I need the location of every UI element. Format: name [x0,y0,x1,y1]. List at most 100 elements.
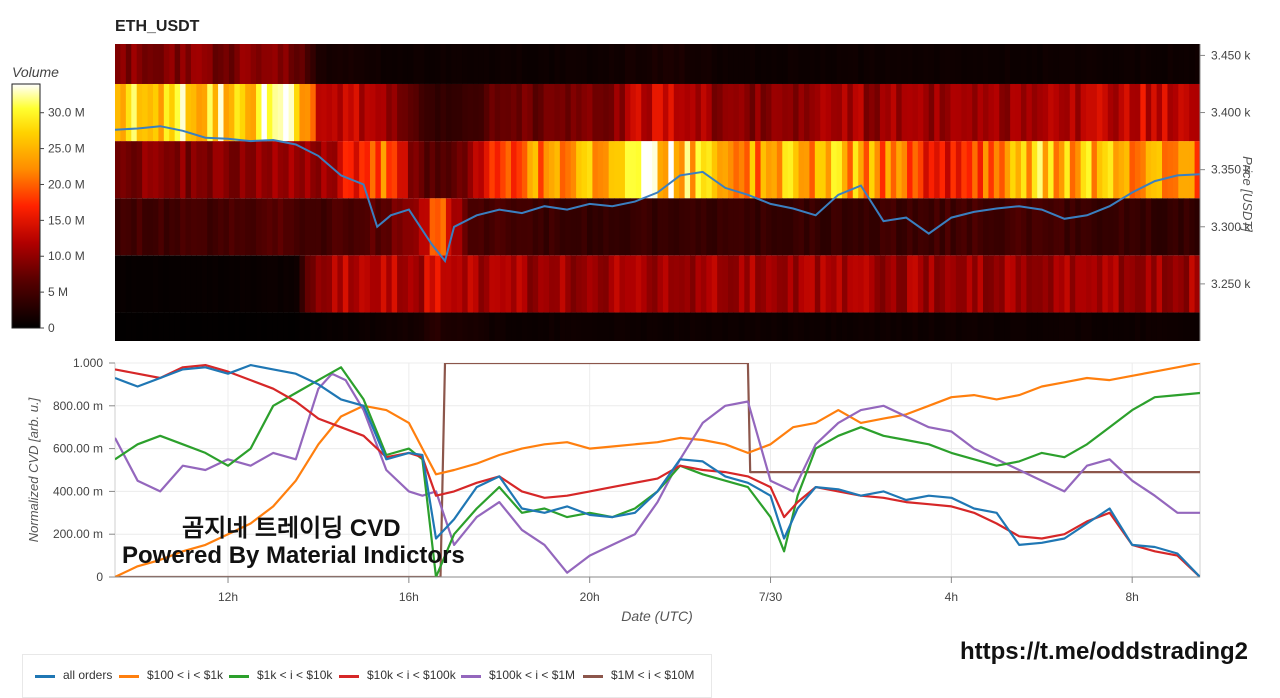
heatmap-cell [158,44,165,84]
heatmap-cell [478,198,485,256]
heatmap-cell [521,198,528,256]
heatmap-cell [261,83,268,142]
heatmap-cell [1156,44,1163,84]
heatmap-cell [142,44,149,84]
heatmap-cell [570,198,577,256]
heatmap-cell [679,44,686,84]
heatmap-cell [950,44,957,84]
heatmap-cell [527,312,534,341]
heatmap-cell [424,312,431,341]
heatmap-cell [1124,198,1131,256]
heatmap-cell [945,255,952,313]
heatmap-cell [375,312,382,341]
heatmap-cell [549,44,556,84]
heatmap-cell [1134,83,1141,142]
heatmap-cell [559,255,566,313]
heatmap-cell [923,44,930,84]
heatmap-cell [988,83,995,142]
heatmap-cell [999,255,1006,313]
heatmap-cell [310,141,317,199]
heatmap-cell [223,44,230,84]
heatmap-cell [256,83,263,142]
heatmap-cell [1172,198,1179,256]
heatmap-cell [592,141,599,199]
heatmap-cell [858,44,865,84]
heatmap-cell [147,255,154,313]
heatmap-cell [852,141,859,199]
heatmap-cell [185,83,192,142]
heatmap-cell [152,312,159,341]
heatmap-cell [972,198,979,256]
heatmap-cell [500,198,507,256]
heatmap-cell [136,198,143,256]
heatmap-cell [543,83,550,142]
heatmap-cell [435,198,442,256]
heatmap-cell [1162,141,1169,199]
heatmap-cell [234,255,241,313]
cvd-series-line [115,364,1200,577]
heatmap-cell [1080,44,1087,84]
heatmap-cell [549,83,556,142]
heatmap-cell [928,255,935,313]
heatmap-cell [728,83,735,142]
heatmap-cell [386,312,393,341]
heatmap-cell [1156,255,1163,313]
heatmap-cell [999,44,1006,84]
heatmap-cell [234,83,241,142]
heatmap-cell [934,83,941,142]
heatmap-cell [169,312,176,341]
heatmap-cell [950,255,957,313]
heatmap-cell [304,141,311,199]
heatmap-cell [456,141,463,199]
heatmap-cell [1172,255,1179,313]
heatmap-cell [549,312,556,341]
heatmap-cell [1042,141,1049,199]
heatmap-cell [1042,312,1049,341]
heatmap-cell [695,141,702,199]
heatmap-cell [1134,198,1141,256]
heatmap-cell [755,44,762,84]
heatmap-cell [435,312,442,341]
heatmap-cell [386,83,393,142]
heatmap-cell [250,312,257,341]
heatmap-cell [1124,312,1131,341]
heatmap-cell [397,198,404,256]
heatmap-cell [1183,83,1190,142]
heatmap-cell [391,312,398,341]
heatmap-cell [1140,312,1147,341]
heatmap-cell [445,312,452,341]
heatmap-cell [174,198,181,256]
heatmap-cell [1048,141,1055,199]
heatmap-cell [966,83,973,142]
heatmap-cell [483,83,490,142]
heatmap-cell [679,312,686,341]
heatmap-cell [115,255,122,313]
heatmap-cell [288,44,295,84]
heatmap-cell [521,83,528,142]
heatmap-cell [874,312,881,341]
heatmap-cell [1037,312,1044,341]
heatmap-cell [1102,141,1109,199]
legend-label: all orders [63,668,113,682]
telegram-link[interactable]: https://t.me/oddstrading2 [960,638,1248,665]
heatmap-cell [538,255,545,313]
heatmap-cell [728,44,735,84]
heatmap-cell [554,141,561,199]
heatmap-cell [755,83,762,142]
heatmap-cell [142,83,149,142]
heatmap-cell [250,255,257,313]
heatmap-cell [120,44,127,84]
heatmap-cell [1162,312,1169,341]
heatmap-cell [993,198,1000,256]
heatmap-cell [337,83,344,142]
chart-title: ETH_USDT [115,18,200,35]
heatmap-cell [603,83,610,142]
heatmap-cell [711,44,718,84]
heatmap-cell [169,83,176,142]
heatmap-cell [1058,198,1065,256]
heatmap-cell [581,255,588,313]
heatmap-cell [885,312,892,341]
heatmap-cell [288,83,295,142]
heatmap-cell [147,83,154,142]
heatmap-cell [136,255,143,313]
